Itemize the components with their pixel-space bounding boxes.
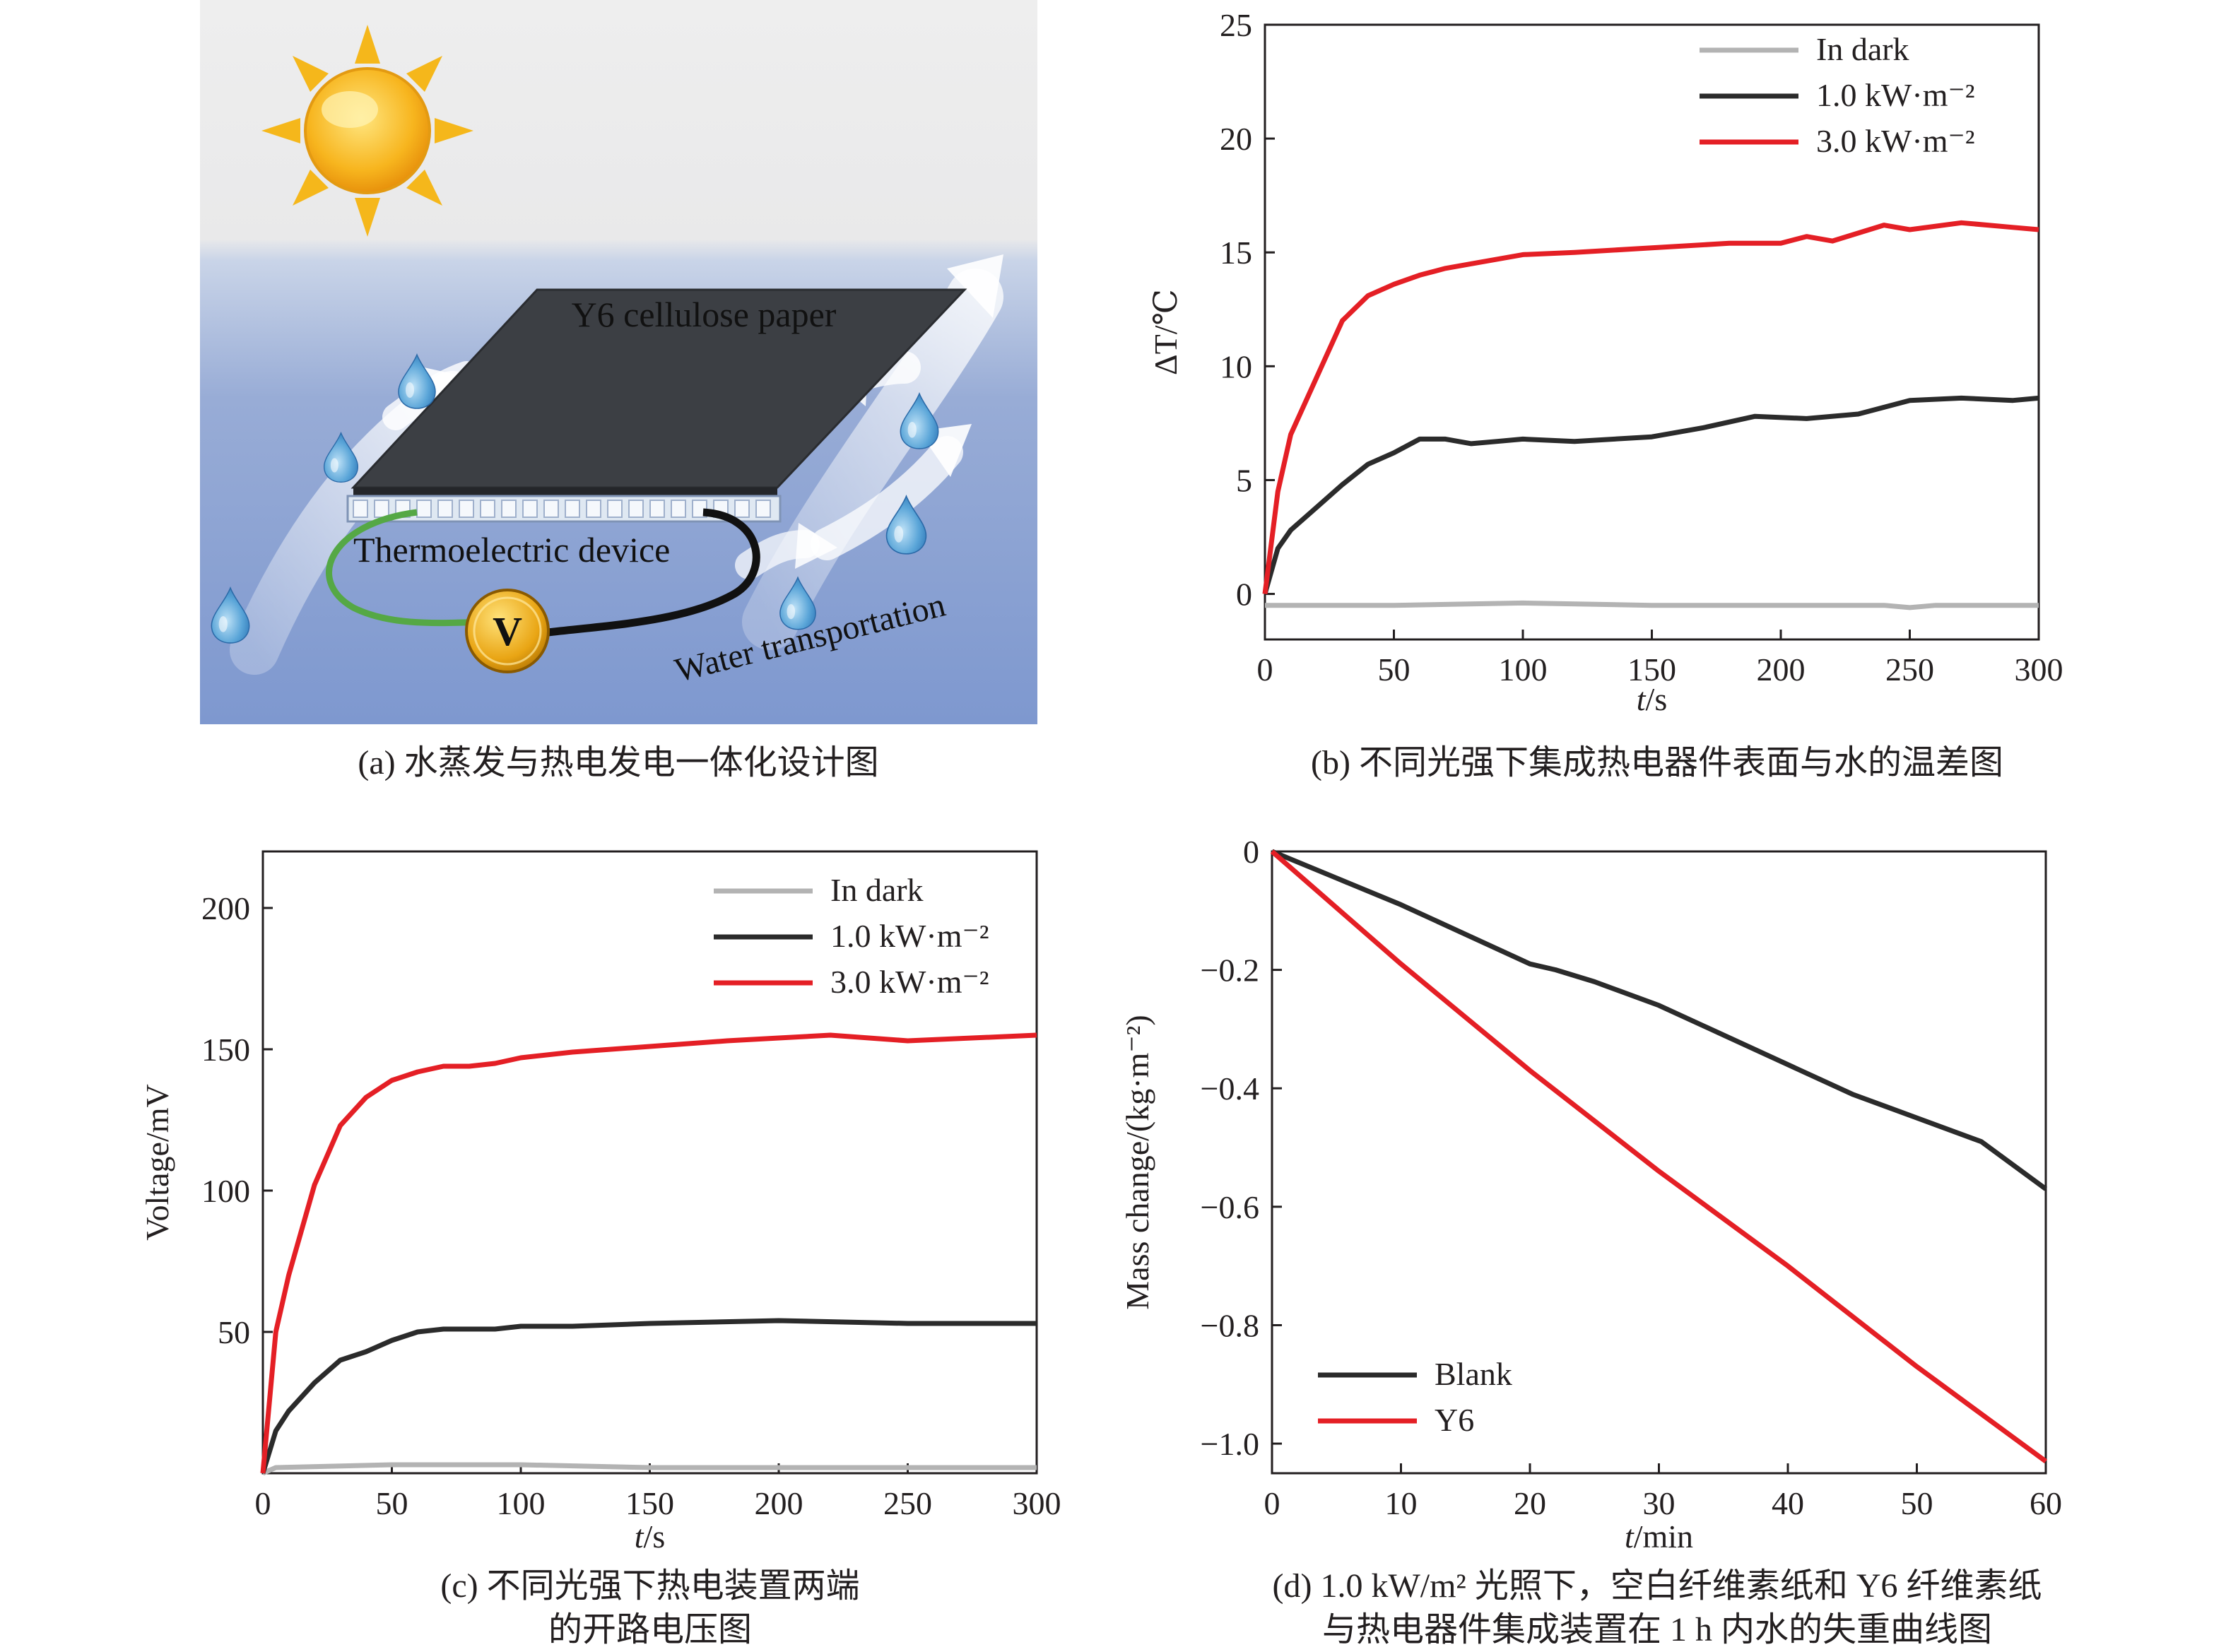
y-tick-label: 15 — [1220, 235, 1252, 271]
svg-text:V: V — [493, 608, 522, 654]
x-tick-label: 0 — [255, 1485, 271, 1521]
chart-mass-change: 0 10 20 30 40 50 60 0 −0.2 −0.4 −0.6 −0.8 −1.0 t/min M… — [1119, 834, 2062, 1648]
legend-label: In dark — [830, 872, 924, 908]
series-line — [261, 1462, 1037, 1476]
thermoelectric-cell — [437, 500, 453, 518]
thermoelectric-cell — [755, 500, 771, 518]
thermoelectric-cell — [416, 500, 432, 518]
x-tick-label: 150 — [625, 1485, 674, 1521]
green-wire — [326, 509, 499, 627]
x-axis-label: t/s — [635, 1518, 665, 1554]
thermoelectric-cell — [586, 500, 601, 518]
x-axis-label: t/min — [1625, 1518, 1693, 1554]
x-tick-label: 40 — [1772, 1485, 1804, 1521]
chart-voltage: 0 50 100 150 200 250 300 50 100 150 200 t/s Voltage/… — [139, 850, 1061, 1648]
x-tick-label: 150 — [1627, 651, 1676, 688]
plot-frame — [1271, 850, 2047, 1475]
thermoelectric-cell — [628, 500, 644, 518]
plot-frame — [1264, 23, 2040, 641]
x-axis-label: t/s — [1637, 681, 1667, 717]
x-tick-label: 30 — [1643, 1485, 1676, 1521]
x-tick-label: 300 — [1013, 1485, 1061, 1521]
legend-label: In dark — [1816, 31, 1909, 67]
device-label: Thermoelectric device — [353, 530, 670, 570]
y-tick-label: −0.8 — [1201, 1307, 1259, 1343]
y-tick-label: −0.6 — [1201, 1189, 1259, 1225]
x-tick-label: 10 — [1385, 1485, 1418, 1521]
thermoelectric-cell — [607, 500, 623, 518]
thermoelectric-cell — [565, 500, 580, 518]
x-tick-label: 250 — [1885, 651, 1934, 688]
y-tick-label: −1.0 — [1201, 1426, 1259, 1462]
y-axis-label: ΔT/℃ — [1148, 289, 1184, 375]
cellulose-paper-block — [351, 288, 967, 496]
chart-caption: 与热电器件集成装置在 1 h 内水的失重曲线图 — [1322, 1611, 1992, 1648]
thermoelectric-cell — [671, 500, 686, 518]
y-tick-label: 5 — [1236, 462, 1252, 498]
x-tick-label: 0 — [1257, 651, 1273, 688]
x-tick-label: 200 — [1757, 651, 1806, 688]
y-tick-label: 25 — [1220, 7, 1252, 43]
thermoelectric-cell — [543, 500, 559, 518]
legend-label: 1.0 kW·m⁻² — [1816, 77, 1975, 113]
legend-label: Y6 — [1435, 1402, 1474, 1438]
x-tick-label: 100 — [497, 1485, 546, 1521]
series-line — [1265, 600, 2039, 610]
series-line — [260, 1032, 1037, 1474]
y-tick-label: 10 — [1220, 348, 1252, 384]
series-line — [1270, 849, 2048, 1464]
y-tick-label: −0.4 — [1201, 1070, 1259, 1107]
thermoelectric-cell — [353, 500, 368, 518]
x-tick-label: 50 — [1901, 1485, 1933, 1521]
series-line — [1262, 220, 2039, 595]
series-line — [1271, 849, 2048, 1191]
x-tick-label: 300 — [2015, 651, 2063, 688]
thermoelectric-cell — [480, 500, 495, 518]
series-line — [1262, 395, 2039, 595]
thermoelectric-cell — [374, 500, 389, 518]
panel-a-caption: (a) 水蒸发与热电发电一体化设计图 — [358, 744, 878, 781]
chart-caption: (d) 1.0 kW/m² 光照下，空白纤维素纸和 Y6 纤维素纸 — [1272, 1567, 2042, 1605]
thermoelectric-device — [346, 495, 782, 523]
y-tick-label: 150 — [201, 1032, 250, 1068]
y-tick-label: 200 — [201, 890, 250, 926]
series-line — [260, 1318, 1037, 1475]
y-tick-label: 0 — [1236, 577, 1252, 613]
thermoelectric-cell — [459, 500, 474, 518]
y-axis-label: Voltage/mV — [139, 1084, 175, 1240]
y-tick-label: 100 — [201, 1173, 250, 1209]
sun-icon — [261, 25, 473, 237]
thermoelectric-cell — [649, 500, 665, 518]
chart-temperature-difference: 0 50 100 150 200 250 300 0 5 10 15 20 25 t/s ΔT/℃ In da… — [1148, 7, 2063, 781]
legend-label: 1.0 kW·m⁻² — [830, 918, 989, 954]
x-tick-label: 50 — [376, 1485, 408, 1521]
chart-caption: 的开路电压图 — [548, 1611, 752, 1648]
paper-label: Y6 cellulose paper — [572, 295, 837, 334]
voltmeter-icon: V — [465, 589, 550, 673]
y-tick-label: −0.2 — [1201, 952, 1259, 989]
x-tick-label: 60 — [2030, 1485, 2062, 1521]
x-tick-label: 250 — [883, 1485, 932, 1521]
x-tick-label: 20 — [1514, 1485, 1546, 1521]
legend-label: 3.0 kW·m⁻² — [1816, 123, 1975, 159]
thermoelectric-cell — [734, 500, 750, 518]
chart-caption: (c) 不同光强下热电装置两端 — [440, 1567, 859, 1605]
y-tick-label: 0 — [1243, 834, 1259, 870]
y-tick-label: 50 — [218, 1314, 250, 1350]
x-tick-label: 100 — [1499, 651, 1548, 688]
thermoelectric-cell — [501, 500, 517, 518]
thermoelectric-cell — [522, 500, 538, 518]
black-wire — [547, 508, 760, 637]
y-axis-label: Mass change/(kg·m⁻²) — [1119, 1015, 1155, 1309]
x-tick-label: 50 — [1378, 651, 1411, 688]
y-tick-label: 20 — [1220, 121, 1252, 157]
chart-caption: (b) 不同光强下集成热电器件表面与水的温差图 — [1311, 744, 2003, 781]
legend-label: Blank — [1435, 1356, 1512, 1392]
legend-label: 3.0 kW·m⁻² — [830, 964, 989, 1000]
x-tick-label: 0 — [1264, 1485, 1280, 1521]
illustration-panel: Y6 cellulose paper Thermoelectric device… — [200, 0, 1037, 724]
x-tick-label: 200 — [755, 1485, 803, 1521]
